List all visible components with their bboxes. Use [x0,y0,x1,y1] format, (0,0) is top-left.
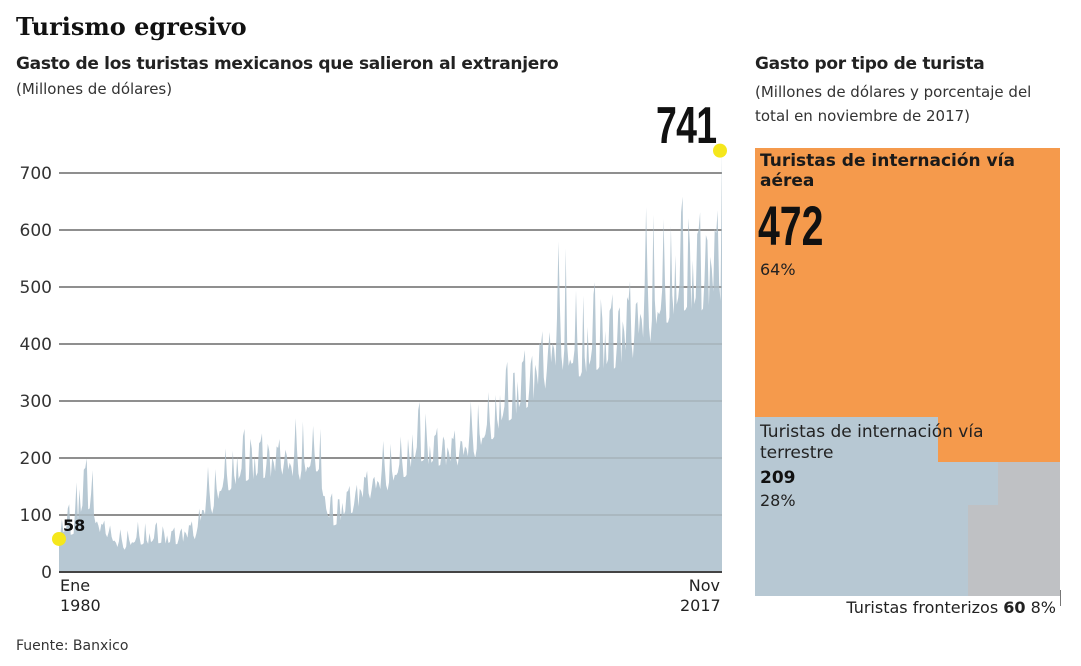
y-tick-label: 500 [20,278,52,298]
page-title: Turismo egresivo [16,12,247,41]
start-value-label: 58 [63,516,86,535]
x-label-end-year: 2017 [680,596,721,615]
area-series [59,149,722,572]
chart-title: Gasto de los turistas mexicanos que sali… [16,54,559,74]
border-percent: 8% [1030,598,1056,617]
border-value: 60 [1003,598,1026,617]
x-label-end: Nov 2017 [680,576,721,616]
border-name: Turistas fronterizos [846,598,999,617]
y-tick-label: 200 [20,449,52,469]
gridlines-overlay [59,172,722,516]
y-tick-label: 700 [20,164,52,184]
x-label-start-month: Ene [60,576,91,595]
y-tick-labels: 0 100 200 300 400 500 600 700 [20,164,52,583]
source-note: Fuente: Banxico [16,638,129,654]
area-chart: 0 100 200 300 400 500 600 700 [20,143,727,583]
start-point-marker [52,531,66,546]
end-value-label: 741 [656,97,717,155]
treemap-tick [1060,590,1061,606]
chart-subtitle: (Millones de dólares) [16,80,173,98]
land-label: Turistas de internación vía terrestre [760,422,984,463]
y-tick-label: 600 [20,221,52,241]
y-tick-label: 400 [20,335,52,355]
treemap-block-land [755,417,938,463]
border-label: Turistas fronterizos 60 8% [846,598,1056,617]
treemap-subtitle: (Millones de dólares y porcentaje del to… [755,83,1032,125]
land-percent: 28% [760,491,796,510]
y-tick-label: 0 [41,563,52,583]
end-point-marker [713,143,727,158]
treemap-block-border [998,462,1060,596]
air-label: Turistas de internación vía aérea [760,151,1015,191]
treemap-title: Gasto por tipo de turista [755,54,985,74]
x-label-end-month: Nov [688,576,720,595]
x-label-start-year: 1980 [60,596,101,615]
treemap-block-air [755,148,1060,462]
air-percent: 64% [760,260,796,279]
y-tick-label: 300 [20,392,52,412]
air-value: 472 [758,194,824,257]
x-label-start: Ene 1980 [60,576,101,616]
y-tick-label: 100 [20,506,52,526]
treemap-block-border-lower [968,505,998,596]
treemap-block-land-lower [755,462,998,596]
land-value: 209 [760,468,796,488]
